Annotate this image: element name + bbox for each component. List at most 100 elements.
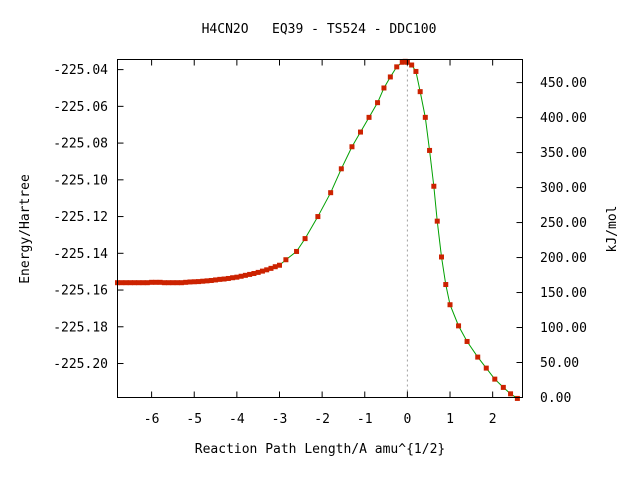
y2-tick-label: 150.00 [540, 286, 587, 301]
data-point [127, 280, 133, 286]
data-point [153, 279, 159, 285]
y-axis-left: -225.04 -225.06 -225.08 -225.10 -225.12 -225.… [53, 63, 124, 372]
x-tick-label: -6 [144, 412, 160, 427]
data-point [213, 277, 219, 283]
y2-tick-label: 250.00 [540, 216, 587, 231]
y-tick-label: -225.06 [53, 100, 108, 115]
data-point [242, 272, 248, 278]
data-point [302, 236, 308, 242]
y-tick-label: -225.04 [53, 63, 108, 78]
data-point [119, 280, 125, 286]
x-tick-label: -2 [314, 412, 330, 427]
data-point [315, 214, 321, 220]
data-point [217, 276, 223, 282]
data-point [251, 271, 257, 277]
data-point [500, 384, 506, 390]
data-point [492, 376, 498, 382]
y-tick-label: -225.12 [53, 210, 108, 225]
data-point [283, 257, 289, 263]
y-tick-label: -225.08 [53, 137, 108, 152]
data-point [230, 275, 236, 281]
x-tick-label: 0 [403, 412, 411, 427]
data-point [238, 273, 244, 279]
data-point [294, 248, 300, 254]
data-point [264, 267, 270, 273]
y2-tick-label: 0.00 [540, 391, 571, 406]
data-point [434, 218, 440, 224]
y2-axis-label: kJ/mol [605, 206, 620, 253]
y-tick-label: -225.18 [53, 320, 108, 335]
x-tick-label: -3 [272, 412, 288, 427]
data-point [132, 280, 138, 286]
data-point [136, 280, 142, 286]
data-point [178, 280, 184, 286]
data-point [427, 147, 433, 153]
y2-tick-label: 400.00 [540, 111, 587, 126]
data-point [183, 279, 189, 285]
data-point [439, 254, 444, 260]
data-point [187, 279, 193, 285]
data-point [234, 274, 240, 280]
data-point [247, 271, 253, 277]
data-point [338, 166, 344, 172]
data-point [204, 278, 210, 284]
data-point [422, 114, 428, 120]
data-point [277, 262, 282, 268]
data-point [399, 59, 405, 65]
x-tick-label: -4 [229, 412, 245, 427]
data-point [225, 275, 231, 281]
x-tick-label: 2 [489, 412, 497, 427]
data-point [447, 302, 453, 308]
plot-frame [117, 59, 523, 398]
y-axis-right: 0.00 50.00 100.00 150.00 200.00 250.00 300.00 3… [516, 76, 587, 406]
y2-tick-label: 450.00 [540, 76, 587, 91]
data-point [328, 190, 334, 196]
data-point [140, 280, 146, 286]
y2-tick-label: 50.00 [540, 356, 579, 371]
y-tick-label: -225.16 [53, 284, 108, 299]
y2-tick-label: 200.00 [540, 251, 587, 266]
data-point [387, 74, 393, 80]
data-point [394, 64, 400, 70]
data-point [417, 89, 423, 95]
data-point [483, 365, 489, 371]
data-point [149, 279, 155, 285]
series-line [117, 60, 518, 399]
data-point [349, 144, 355, 150]
x-axis-label: Reaction Path Length/A amu^{1/2} [195, 442, 445, 457]
data-point [157, 279, 163, 285]
data-point [381, 85, 387, 91]
data-point [358, 129, 363, 135]
series-group [115, 58, 520, 401]
data-point [259, 268, 265, 274]
data-point [475, 354, 481, 360]
data-point [208, 277, 214, 283]
x-tick-label: -1 [357, 412, 373, 427]
y-tick-label: -225.14 [53, 247, 108, 262]
data-point [514, 395, 520, 401]
data-point [123, 280, 129, 286]
data-point [409, 62, 415, 68]
data-point [431, 183, 437, 189]
data-point [196, 279, 201, 285]
data-point [268, 265, 274, 271]
y2-tick-label: 100.00 [540, 321, 587, 336]
data-point [161, 280, 167, 286]
data-point [272, 264, 278, 270]
data-point [191, 279, 197, 285]
data-point [508, 391, 514, 397]
data-point [456, 323, 462, 329]
y-tick-label: -225.10 [53, 173, 108, 188]
data-point [170, 280, 176, 286]
y2-tick-label: 300.00 [540, 181, 587, 196]
data-point [221, 276, 227, 282]
y-axis-label: Energy/Hartree [18, 174, 33, 284]
y-tick-label: -225.20 [53, 357, 108, 372]
y2-tick-label: 350.00 [540, 146, 587, 161]
data-point [200, 278, 206, 284]
data-point [174, 280, 180, 286]
data-point [166, 280, 172, 286]
x-tick-label: -5 [186, 412, 202, 427]
data-point [464, 338, 470, 344]
